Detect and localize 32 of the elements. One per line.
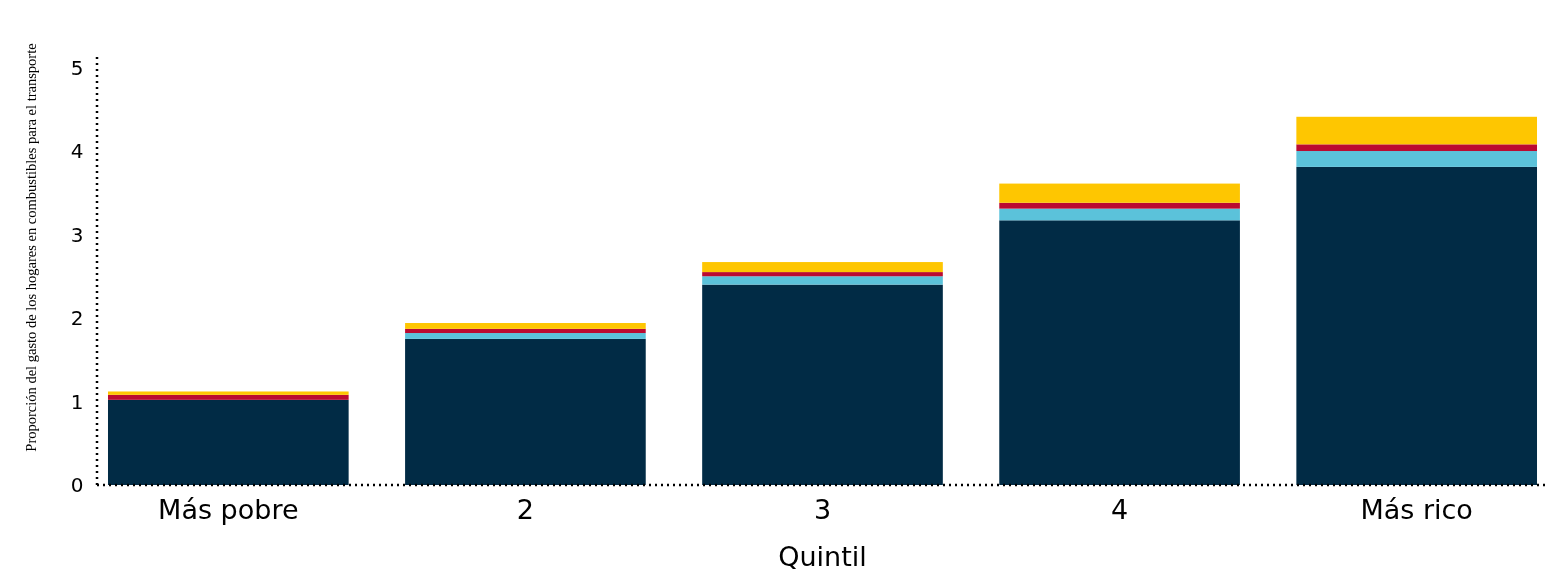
x-tick-label: Más rico bbox=[1360, 494, 1473, 525]
y-axis-title: Proporción del gasto de los hogares en combustibles para el transporte bbox=[23, 43, 39, 452]
x-tick-label: 2 bbox=[516, 494, 534, 525]
x-tick-label: 3 bbox=[813, 494, 832, 525]
y-tick-label: 1 bbox=[70, 389, 84, 414]
x-axis-title: Quintil bbox=[778, 541, 867, 572]
bar bbox=[405, 328, 646, 334]
bar bbox=[702, 284, 943, 485]
bar bbox=[1296, 151, 1538, 167]
y-tick-label: 0 bbox=[70, 473, 84, 497]
bar bbox=[107, 391, 349, 395]
bar bbox=[999, 220, 1240, 485]
bar bbox=[1296, 166, 1538, 485]
bar bbox=[107, 399, 349, 485]
bar bbox=[405, 338, 646, 485]
x-tick-label: 4 bbox=[1111, 494, 1129, 525]
y-tick-label: 5 bbox=[70, 55, 84, 80]
bar bbox=[107, 394, 349, 400]
bar bbox=[702, 276, 943, 285]
bar bbox=[999, 202, 1240, 209]
bar bbox=[1296, 144, 1538, 152]
bar bbox=[999, 183, 1240, 203]
bar bbox=[999, 208, 1240, 221]
bar bbox=[405, 333, 646, 339]
bar bbox=[702, 272, 943, 277]
bar bbox=[405, 323, 646, 329]
y-tick-label: 2 bbox=[70, 306, 84, 331]
x-tick-label: Más pobre bbox=[158, 494, 299, 525]
y-tick-label: 3 bbox=[70, 222, 84, 247]
y-tick-label: 4 bbox=[70, 139, 84, 164]
bar bbox=[702, 262, 943, 273]
bar bbox=[1296, 116, 1538, 145]
